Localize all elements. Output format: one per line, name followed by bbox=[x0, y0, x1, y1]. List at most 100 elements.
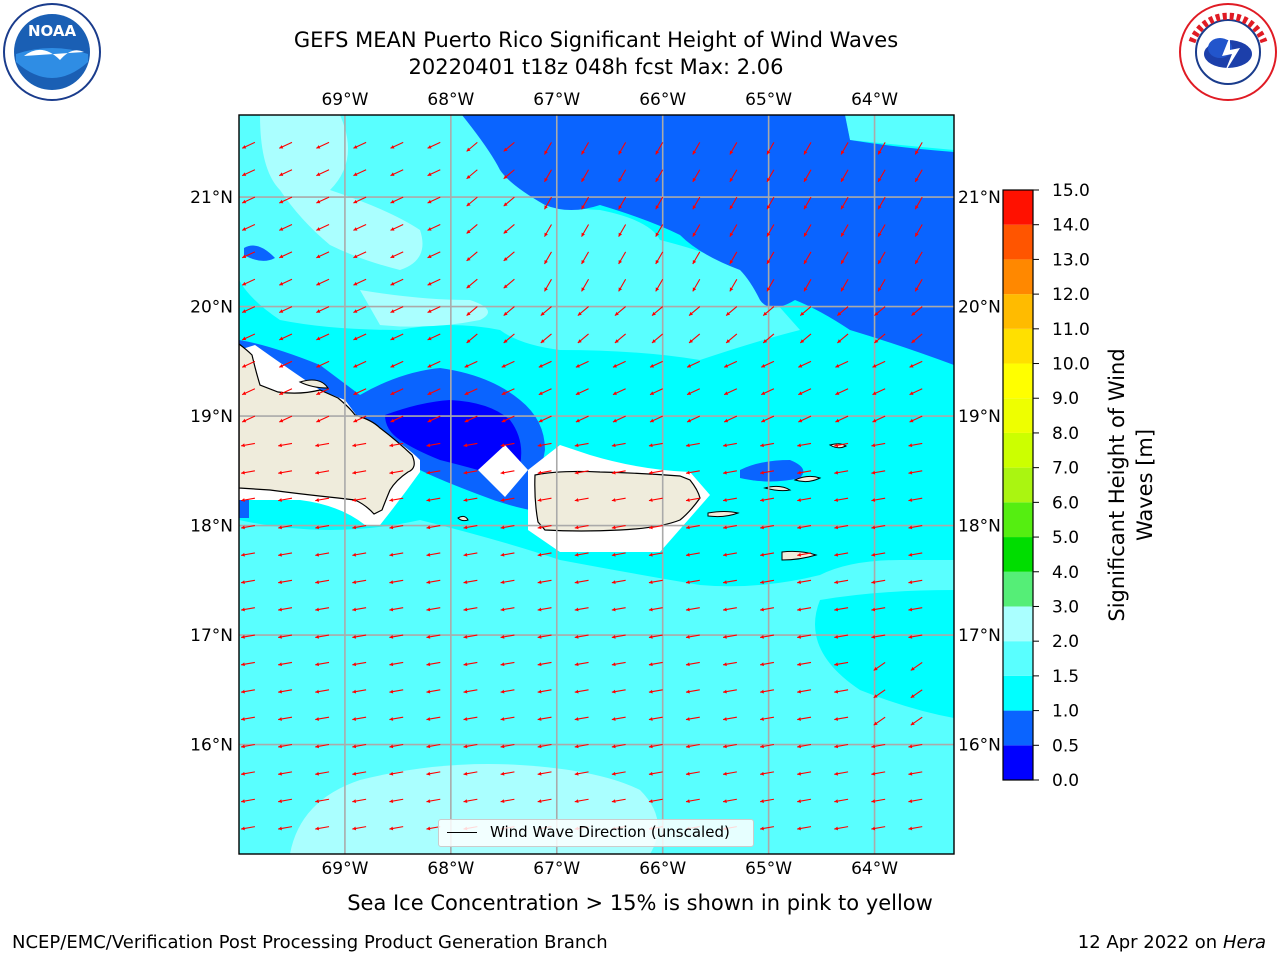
wave-direction-arrowhead bbox=[575, 391, 580, 395]
wave-direction-arrowhead bbox=[537, 717, 542, 721]
wave-direction-arrowhead bbox=[352, 552, 357, 557]
wave-direction-arrowhead bbox=[544, 177, 548, 182]
wave-direction-arrowhead bbox=[692, 205, 697, 210]
colorbar-frame bbox=[1002, 189, 1034, 781]
wave-direction-arrowhead bbox=[834, 662, 839, 667]
wave-direction-arrowhead bbox=[241, 607, 245, 612]
wave-direction-arrowhead bbox=[835, 418, 840, 423]
wave-direction-arrowhead bbox=[872, 418, 877, 423]
colorbar-segment bbox=[1003, 328, 1033, 364]
wave-direction-arrowhead bbox=[581, 259, 585, 264]
wave-direction-arrowhead bbox=[315, 744, 320, 749]
wave-direction-arrowhead bbox=[871, 607, 876, 612]
colorbar-segment bbox=[1003, 224, 1033, 260]
wave-direction-arrowhead bbox=[353, 145, 358, 149]
wave-direction-arrowhead bbox=[316, 418, 321, 423]
wave-direction-arrowhead bbox=[241, 826, 245, 831]
wave-direction-arrowhead bbox=[834, 771, 839, 776]
wave-direction-arrowhead bbox=[761, 418, 766, 423]
wave-direction-arrowhead bbox=[729, 205, 734, 210]
wave-direction-arrowhead bbox=[278, 689, 282, 694]
wave-direction-arrowhead bbox=[692, 177, 697, 182]
nws-logo bbox=[1179, 3, 1277, 101]
wave-direction-arrowhead bbox=[841, 150, 845, 155]
wave-direction-arrowhead bbox=[575, 364, 580, 368]
wave-direction-arrowhead bbox=[537, 771, 542, 776]
wave-direction-arrowhead bbox=[611, 552, 616, 557]
wave-direction-arrowhead bbox=[648, 552, 653, 557]
footer-date-text: 12 Apr 2022 on bbox=[1077, 932, 1223, 953]
wave-direction-arrowhead bbox=[723, 662, 727, 667]
wave-direction-arrowhead bbox=[760, 744, 764, 749]
wave-direction-arrowhead bbox=[724, 364, 729, 368]
colorbar-segment bbox=[1003, 710, 1033, 746]
wave-direction-arrowhead bbox=[544, 205, 548, 210]
wave-direction-arrowhead bbox=[537, 580, 542, 585]
wave-direction-arrowhead bbox=[760, 717, 764, 721]
wave-direction-arrowhead bbox=[723, 470, 727, 475]
wave-direction-arrowhead bbox=[871, 771, 876, 776]
wave-direction-arrowhead bbox=[426, 771, 431, 776]
wave-direction-arrowhead bbox=[723, 498, 727, 502]
wave-direction-arrowhead bbox=[278, 771, 282, 776]
wave-direction-arrowhead bbox=[685, 662, 690, 667]
wave-direction-arrowhead bbox=[685, 799, 690, 803]
lon-tick-label-bottom: 66°W bbox=[639, 859, 686, 879]
wave-direction-arrowhead bbox=[315, 552, 320, 557]
wave-direction-arrowhead bbox=[724, 391, 729, 395]
wave-direction-arrowhead bbox=[655, 177, 660, 182]
wave-direction-arrowhead bbox=[797, 717, 802, 721]
wave-direction-arrowhead bbox=[611, 689, 616, 694]
wave-direction-arrowhead bbox=[426, 689, 431, 694]
wave-direction-arrowhead bbox=[760, 662, 764, 667]
wave-direction-arrowhead bbox=[689, 339, 693, 343]
wave-direction-arrowhead bbox=[723, 443, 727, 448]
wave-direction-arrowhead bbox=[648, 525, 653, 530]
wave-direction-arrowhead bbox=[871, 799, 876, 803]
wave-direction-arrowhead bbox=[390, 364, 395, 368]
land-vieques bbox=[707, 511, 740, 518]
wave-direction-arrowhead bbox=[278, 525, 282, 530]
colorbar-segment bbox=[1003, 259, 1033, 295]
wave-direction-arrowhead bbox=[501, 364, 506, 368]
wave-direction-arrowhead bbox=[389, 607, 394, 612]
wave-direction-arrowhead bbox=[611, 799, 616, 803]
wave-direction-arrowhead bbox=[692, 232, 697, 237]
wave-direction-arrowhead bbox=[389, 717, 394, 721]
wave-direction-arrowhead bbox=[574, 799, 579, 803]
wave-direction-arrowhead bbox=[352, 799, 357, 803]
wave-direction-arrowhead bbox=[611, 580, 616, 585]
wave-direction-arrowhead bbox=[427, 418, 432, 423]
colorbar-segment bbox=[1003, 641, 1033, 676]
wave-field-2.0-3.0-mid bbox=[360, 290, 488, 327]
wave-direction-arrowhead bbox=[503, 284, 508, 289]
wave-direction-arrowhead bbox=[503, 257, 508, 261]
wave-direction-arrowhead bbox=[915, 150, 919, 155]
lat-tick-label-right: 19°N bbox=[958, 407, 1001, 427]
wave-direction-arrowhead bbox=[871, 443, 876, 448]
wave-direction-arrowhead bbox=[611, 525, 616, 530]
wave-direction-arrowhead bbox=[463, 717, 468, 721]
land-hispaniola bbox=[239, 343, 415, 515]
wave-direction-arrowhead bbox=[908, 771, 913, 776]
wave-direction-arrowhead bbox=[426, 744, 431, 749]
wave-direction-arrowhead bbox=[909, 364, 914, 368]
wave-direction-arrowhead bbox=[834, 443, 839, 448]
wave-direction-arrowhead bbox=[352, 634, 357, 639]
wave-direction-arrowhead bbox=[574, 443, 579, 448]
wave-direction-arrowhead bbox=[279, 227, 284, 231]
colorbar-label-line2: Waves [m] bbox=[1133, 429, 1157, 541]
wave-direction-arrowhead bbox=[500, 744, 505, 749]
wave-direction-arrowhead bbox=[315, 717, 320, 721]
wave-direction-arrowhead bbox=[685, 552, 690, 557]
wave-direction-arrowhead bbox=[655, 150, 660, 155]
wave-direction-arrowhead bbox=[316, 364, 321, 368]
colorbar-tick-label: 11.0 bbox=[1052, 320, 1090, 340]
wave-direction-arrowhead bbox=[871, 634, 876, 639]
wave-direction-arrowhead bbox=[841, 259, 845, 264]
wave-field-0.5-1.0-west-patch bbox=[244, 245, 275, 261]
wave-direction-arrowhead bbox=[723, 744, 727, 749]
wave-direction-arrowhead bbox=[834, 826, 839, 831]
wave-direction-arrowhead bbox=[279, 281, 284, 286]
colorbar-segment bbox=[1003, 675, 1033, 711]
